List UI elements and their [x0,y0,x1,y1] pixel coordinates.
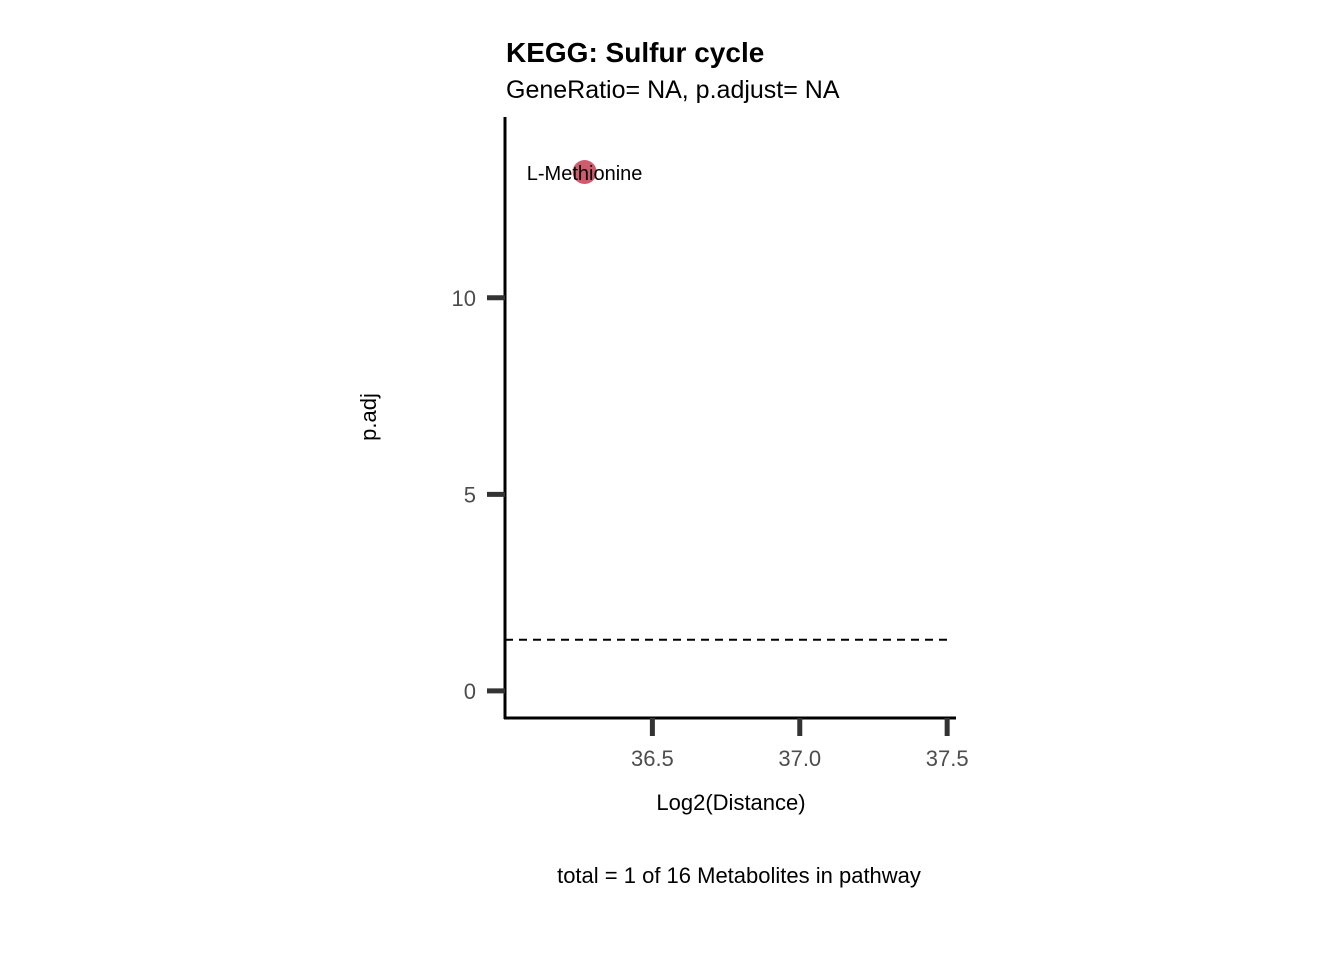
x-tick-label: 36.5 [631,746,674,771]
y-tick-label: 5 [464,482,476,507]
chart-subtitle: GeneRatio= NA, p.adjust= NA [506,76,840,104]
y-axis-label: p.adj [356,393,381,441]
x-tick-label: 37.5 [926,746,969,771]
point-label: L-Methionine [527,163,643,185]
chart-title: KEGG: Sulfur cycle [506,37,764,68]
x-tick-label: 37.0 [778,746,821,771]
data-point [572,160,597,185]
x-axis-label: Log2(Distance) [656,790,805,815]
y-tick-label: 10 [452,286,476,311]
chart-caption: total = 1 of 16 Metabolites in pathway [557,863,921,888]
y-tick-label: 0 [464,679,476,704]
